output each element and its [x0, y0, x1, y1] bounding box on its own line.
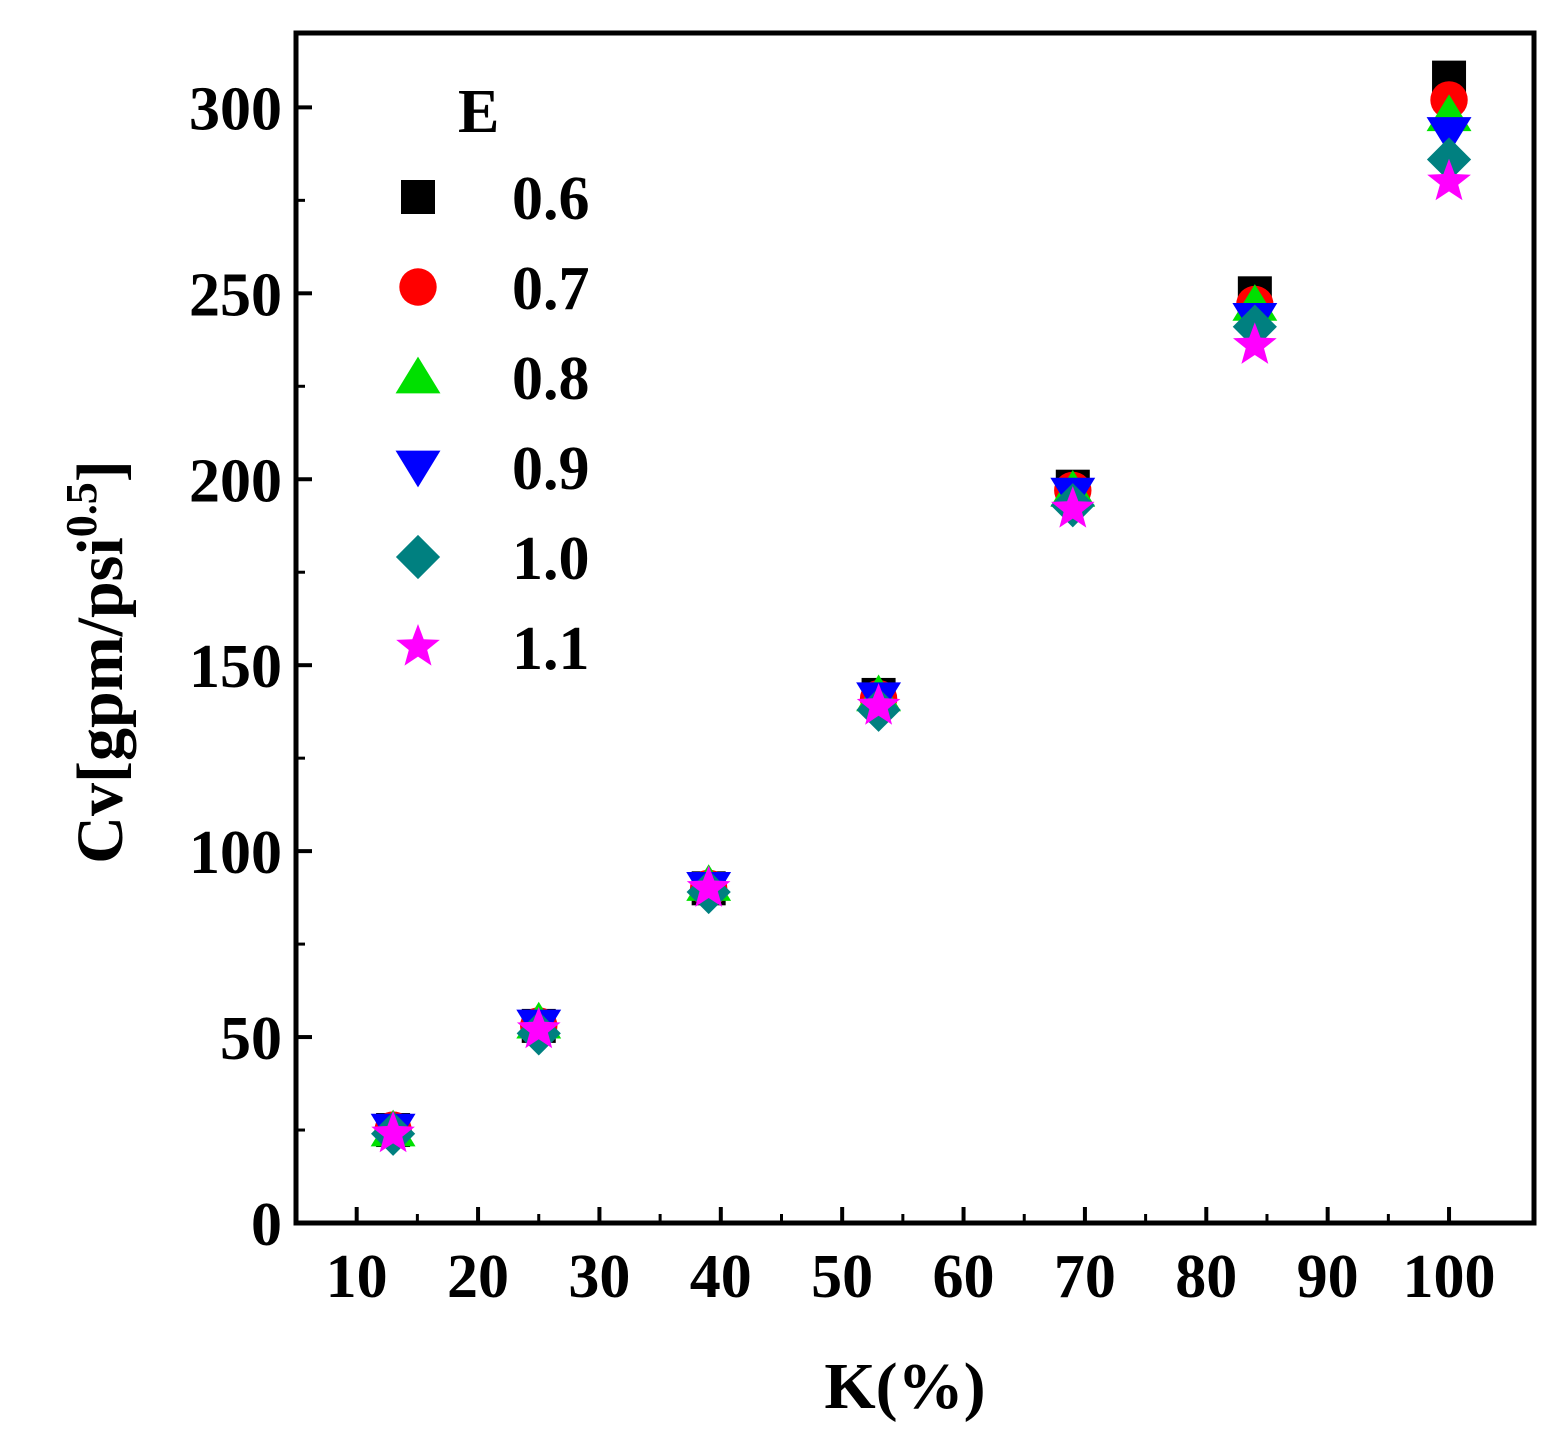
legend-marker-triangle-down	[395, 450, 441, 488]
data-point-triangle-down-100	[1426, 117, 1472, 154]
legend-label: 1.1	[512, 615, 590, 683]
legend-marker-diamond	[395, 534, 441, 580]
y-tick-label: 100	[189, 819, 282, 887]
data-marks	[370, 60, 1472, 1156]
y-axis-title-main: Cv[gpm/psi	[64, 537, 137, 863]
legend-label: 1.0	[512, 525, 590, 593]
data-point-star-69	[1051, 486, 1095, 528]
y-axis-title-superscript: 0.5	[57, 482, 106, 537]
legend-label: 0.6	[512, 165, 590, 233]
y-tick-label: 250	[189, 261, 282, 329]
data-point-star-100	[1427, 158, 1471, 201]
legend-marker-square	[401, 180, 435, 214]
y-axis-title: Cv[gpm/psi0.5]	[57, 460, 137, 863]
x-tick-label: 80	[1175, 1243, 1237, 1311]
legend-marker-triangle-up	[395, 356, 441, 394]
y-axis-title-bracket: ]	[64, 460, 137, 482]
data-point-star-25	[516, 1006, 561, 1049]
y-tick-label: 200	[189, 447, 282, 515]
y-tick-label: 300	[189, 75, 282, 143]
x-tick-label: 100	[1403, 1243, 1496, 1311]
x-tick-label: 40	[690, 1243, 752, 1311]
x-tick-label: 60	[933, 1243, 995, 1311]
legend-label: 0.7	[512, 255, 590, 323]
x-axis-title: K(%)	[824, 1350, 985, 1423]
x-tick-label: 70	[1054, 1243, 1116, 1311]
x-tick-label: 50	[811, 1243, 873, 1311]
x-tick-label: 20	[447, 1243, 509, 1311]
x-tick-label: 90	[1297, 1243, 1359, 1311]
data-point-star-84	[1233, 322, 1277, 364]
data-point-star-39	[686, 865, 731, 907]
x-tick-label: 30	[568, 1243, 630, 1311]
legend-label: 0.8	[512, 345, 590, 413]
legend: 0.6 0.7 0.8 0.9 1.0 1.1	[395, 165, 590, 683]
svg-text:Cv[gpm/psi0.5]: Cv[gpm/psi0.5]	[57, 460, 137, 863]
legend-title: E	[458, 78, 499, 146]
legend-marker-circle	[399, 268, 437, 306]
y-tick-label: 0	[251, 1191, 282, 1259]
legend-label: 0.9	[512, 435, 590, 503]
plot-frame	[293, 30, 1537, 1226]
legend-marker-star	[396, 624, 440, 666]
y-tick-label: 50	[220, 1005, 282, 1073]
data-point-star-53	[856, 683, 901, 725]
x-tick-label: 10	[326, 1243, 388, 1311]
y-axis-ticks: 0 50 100 150 200 250 300	[189, 75, 312, 1259]
y-tick-label: 150	[189, 633, 282, 701]
data-point-star-13	[371, 1110, 415, 1153]
x-axis-ticks: 10 20 30 40 50 60 70 80 90 100	[326, 1207, 1496, 1311]
